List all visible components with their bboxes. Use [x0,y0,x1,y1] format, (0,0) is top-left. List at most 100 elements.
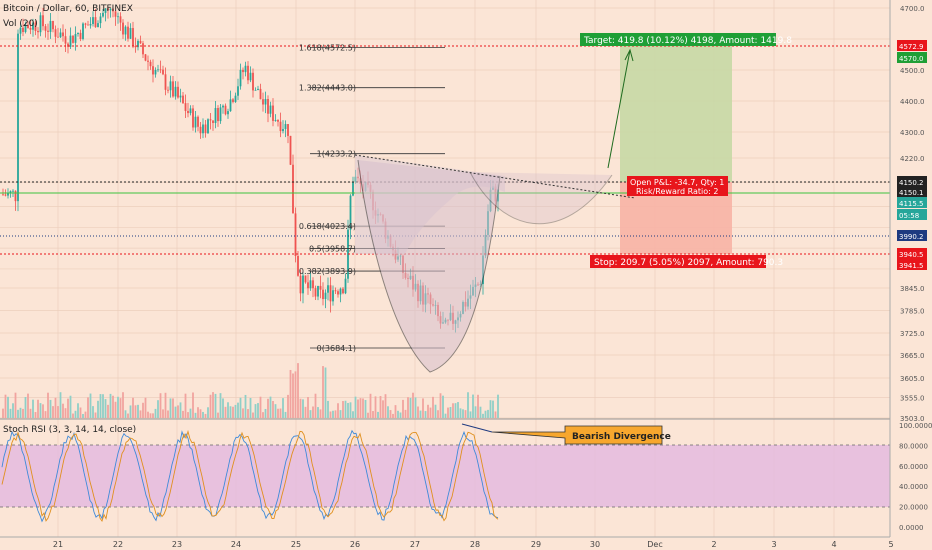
volume-bar [44,411,47,418]
volume-bar [407,397,409,418]
stoch-tick-label: 0.0000 [899,524,924,532]
candle-body [7,192,9,196]
volume-bar [417,406,419,418]
candle-body [242,69,244,73]
volume-bar [349,402,352,418]
candle-body [29,27,32,30]
stop-label-box[interactable] [590,255,766,268]
volume-bar [364,399,367,418]
candle-body [109,8,112,11]
pnl-label: Open P&L: -34.7, Qty: 1 [630,178,724,187]
volume-bar [152,413,154,418]
volume-bar [382,400,384,418]
fib-level-label: 0.618(4023.4) [299,222,356,231]
volume-bar [284,411,287,418]
candle-body [67,43,69,47]
price-axis-panel[interactable] [890,0,932,550]
symbol-legend[interactable]: Bitcoin / Dollar, 60, BITFINEX [3,4,133,14]
candle-body [162,69,164,75]
pnl-label-box[interactable] [627,176,728,196]
volume-bar [37,399,39,418]
volume-bar [462,409,464,418]
handle-shape[interactable] [469,171,613,225]
volume-bar [402,399,404,418]
price-tick-label: 4500.0 [900,67,925,75]
target-label-box[interactable] [580,33,776,46]
candle-body [247,65,249,81]
volume-bar [374,396,377,418]
volume-bar [334,410,337,418]
candle-body [57,36,59,38]
volume-bar [244,394,247,418]
candle-body [319,285,322,290]
resistance-trendline[interactable] [354,154,636,199]
candle-body [224,105,227,115]
time-tick-label: Dec [647,540,662,549]
price-badge [897,186,927,198]
fibonacci-retracement[interactable]: 1.618(4572.5) 1.382(4443.0) 1(4233.2) 0.618… [299,44,445,353]
cup-shape[interactable] [357,159,501,373]
volume-bar [2,408,4,418]
volume-bar [127,413,129,418]
bearish-divergence-callout[interactable] [491,425,663,445]
volume-bar [307,397,309,418]
candle-body [149,61,152,67]
candle-body [74,34,77,43]
volume-bar [137,404,139,418]
volume-bar [54,397,57,418]
volume-bar [389,410,392,418]
candle-body [232,99,234,102]
time-tick-label: 27 [410,540,420,549]
candle-body [172,81,174,97]
candle-body [302,275,304,294]
volume-bar [454,403,457,418]
price-badge [897,230,927,241]
candle-body [142,43,144,55]
candle-body [199,126,202,134]
candle-body [294,213,297,256]
volume-legend[interactable]: Vol (20) [3,19,38,29]
candle-body [124,26,127,35]
candle-body [94,17,97,28]
candle-body [152,66,154,75]
volume-bar [494,411,497,418]
volume-bar [39,403,42,418]
volume-bar [197,407,199,418]
candle-body [332,290,334,302]
volume-bar [472,394,474,418]
stoch-legend[interactable]: Stoch RSI (3, 3, 14, 14, close) [3,425,136,435]
volume-bar [384,394,387,418]
volume-bar [412,392,414,418]
volume-bar [387,406,389,418]
volume-bar [202,411,204,418]
volume-bar [147,411,149,418]
volume-bar [234,404,237,418]
volume-bar [14,392,17,418]
volume-bar [187,412,189,418]
volume-bar [287,394,289,418]
volume-bar [97,400,99,418]
stoch-band [0,445,890,507]
volume-bar [309,410,312,418]
volume-bar [279,408,282,418]
volume-bar [354,396,357,418]
candle-body [187,110,189,114]
volume-bar [469,411,472,418]
volume-bar [19,407,22,418]
volume-bar [474,406,477,418]
volume-bar [214,393,217,418]
volume-bar [302,399,304,418]
volume-bar [427,404,429,418]
candle-body [157,69,159,71]
volume-bar [242,408,244,418]
candle-body [102,12,104,17]
target-zone[interactable] [620,46,732,182]
candle-body [37,30,39,33]
volume-bar [377,411,379,418]
volume-bar [117,396,119,418]
candle-body [309,280,312,289]
price-tick-label: 4700.0 [900,5,925,13]
volume-bar [12,403,14,418]
